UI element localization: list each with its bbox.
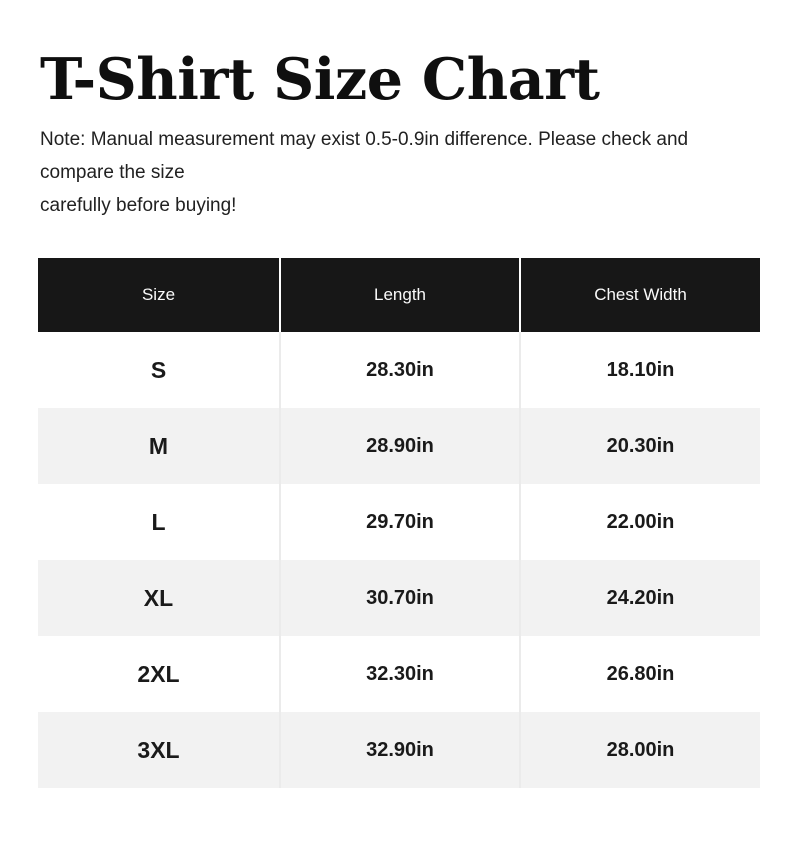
size-cell: L bbox=[38, 484, 281, 561]
table-row: 2XL 32.30in 26.80in bbox=[38, 636, 760, 713]
chest-width-cell: 28.00in bbox=[520, 712, 760, 789]
table-row: 3XL 32.90in 28.00in bbox=[38, 712, 760, 789]
table-row: S 28.30in 18.10in bbox=[38, 332, 760, 409]
size-cell: S bbox=[38, 332, 281, 409]
chest-width-cell: 18.10in bbox=[520, 332, 760, 409]
length-cell: 28.90in bbox=[280, 408, 521, 485]
chest-width-cell: 26.80in bbox=[520, 636, 760, 713]
length-cell: 28.30in bbox=[280, 332, 521, 409]
page-title: T-Shirt Size Chart bbox=[40, 46, 600, 113]
measurement-note-line1: Note: Manual measurement may exist 0.5-0… bbox=[40, 129, 689, 184]
length-cell: 30.70in bbox=[280, 560, 521, 637]
size-cell: 2XL bbox=[38, 636, 281, 713]
length-cell: 29.70in bbox=[280, 484, 521, 561]
length-cell: 32.90in bbox=[280, 712, 521, 789]
measurement-note: Note: Manual measurement may exist 0.5-0… bbox=[40, 123, 762, 222]
size-cell: XL bbox=[38, 560, 281, 637]
table-header-row: Size Length Chest Width bbox=[38, 258, 760, 333]
measurement-note-line2: carefully before buying! bbox=[40, 195, 237, 217]
header-length: Length bbox=[280, 258, 521, 333]
size-cell: M bbox=[38, 408, 281, 485]
table-row: XL 30.70in 24.20in bbox=[38, 560, 760, 637]
length-cell: 32.30in bbox=[280, 636, 521, 713]
header-size: Size bbox=[38, 258, 281, 333]
table-row: L 29.70in 22.00in bbox=[38, 484, 760, 561]
table-row: M 28.90in 20.30in bbox=[38, 408, 760, 485]
chest-width-cell: 22.00in bbox=[520, 484, 760, 561]
header-chest-width: Chest Width bbox=[520, 258, 760, 333]
size-chart-page: T-Shirt Size Chart Note: Manual measurem… bbox=[0, 46, 800, 789]
chest-width-cell: 20.30in bbox=[520, 408, 760, 485]
size-chart-table: Size Length Chest Width S 28.30in 18.10in M… bbox=[38, 258, 760, 789]
chest-width-cell: 24.20in bbox=[520, 560, 760, 637]
size-table-body: S 28.30in 18.10in M 28.90in 20.30in L 29.70in 22… bbox=[38, 332, 760, 789]
size-cell: 3XL bbox=[38, 712, 281, 789]
